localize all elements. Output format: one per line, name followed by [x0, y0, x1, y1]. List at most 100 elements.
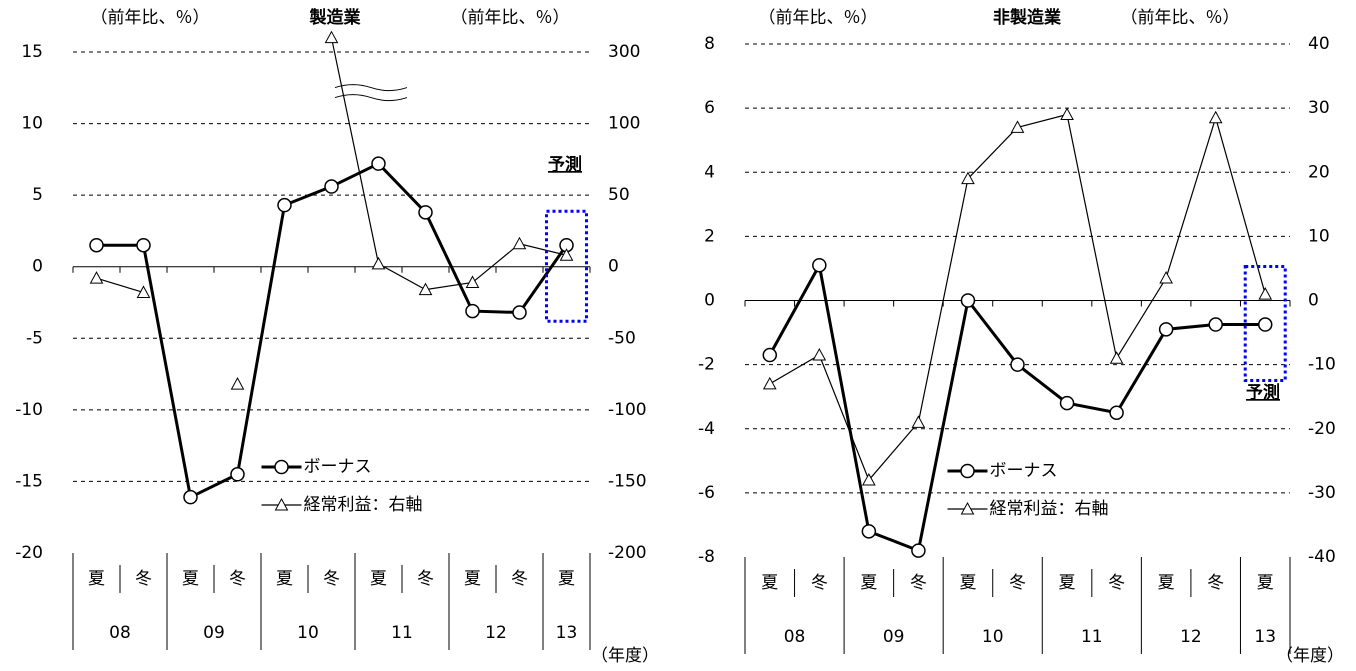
point: [911, 415, 926, 428]
y-tick-label: -8: [698, 547, 715, 567]
point: [812, 257, 827, 273]
point: [1159, 271, 1173, 284]
x-tick-label: 冬: [323, 569, 340, 589]
point: [762, 347, 778, 363]
point: [762, 376, 777, 390]
year-label: 13: [1254, 627, 1276, 647]
year-label: 11: [391, 623, 413, 643]
y-tick-label: -2: [698, 355, 715, 375]
legend-label: 経常利益：右軸: [304, 495, 423, 515]
point: [324, 30, 339, 44]
point: [1059, 395, 1075, 411]
y2-axis-label: （前年比、％）: [451, 8, 570, 28]
x-tick-label: 夏: [860, 573, 877, 593]
x-tick-label: 夏: [88, 569, 105, 589]
y-tick-label: 2: [704, 226, 715, 246]
point: [861, 524, 877, 539]
chart: 非製造業 （前年比、％） （前年比、％） （年度） -8 -6 -4 -2 0 2 4 6 8 -40 -3…: [698, 7, 1344, 666]
y2-tick-label: 0: [1308, 291, 1319, 311]
point: [89, 271, 104, 284]
point: [324, 179, 339, 194]
x-tick-label: 冬: [135, 569, 152, 589]
y-tick-label: 0: [704, 291, 715, 311]
series-line: [769, 113, 1266, 482]
y-tick-label: -15: [15, 471, 43, 491]
y-axis-label: （前年比、％）: [759, 8, 878, 28]
point: [277, 197, 292, 213]
y2-tick-label: -30: [1308, 483, 1336, 503]
y-tick-label: 15: [21, 42, 43, 62]
x-tick-label: 夏: [182, 569, 199, 589]
point: [559, 248, 574, 261]
y-tick-label: 4: [704, 162, 715, 182]
chart-title: 製造業: [309, 7, 361, 28]
y-tick-label: 0: [32, 257, 43, 277]
point: [1158, 322, 1174, 337]
point: [1258, 287, 1273, 300]
y2-tick-label: 10: [1308, 226, 1330, 246]
x-tick-label: 冬: [229, 569, 246, 589]
year-label: 12: [485, 623, 507, 643]
y2-tick-label: 30: [1308, 98, 1330, 118]
y-tick-label: 6: [704, 98, 715, 118]
y2-tick-label: -150: [608, 471, 647, 491]
y2-tick-label: -100: [608, 400, 647, 420]
year-label: 08: [109, 623, 131, 643]
y2-tick-label: -10: [1308, 355, 1336, 375]
point: [465, 303, 480, 319]
x-axis-label: （年度）: [1276, 646, 1344, 666]
y-tick-label: -20: [15, 543, 43, 563]
point: [89, 237, 104, 253]
axis-break: [334, 94, 408, 102]
x-tick-label: 冬: [417, 569, 434, 589]
chart: 製造業（前年比、％） （前年比、％）（年度）-20-15-10-5051015-2…: [15, 7, 659, 666]
x-tick-label: 夏: [370, 569, 387, 589]
chart-title: 非製造業: [993, 7, 1061, 28]
x-axis-label: （年度）: [591, 646, 659, 666]
y-tick-label: 5: [32, 185, 43, 205]
point: [418, 282, 433, 296]
point: [911, 543, 926, 558]
year-label: 08: [784, 627, 806, 647]
point: [1257, 317, 1273, 332]
series-line: [96, 161, 568, 500]
point: [136, 237, 151, 253]
year-label: 12: [1180, 627, 1202, 647]
x-tick-label: 夏: [1059, 573, 1076, 593]
x-tick-label: 冬: [1207, 573, 1224, 593]
point: [1109, 405, 1124, 420]
y2-tick-label: -40: [1308, 547, 1336, 567]
point: [274, 497, 289, 511]
point: [960, 293, 976, 308]
x-tick-label: 夏: [959, 573, 976, 593]
year-label: 09: [883, 627, 905, 647]
axis-break: [334, 84, 408, 92]
point: [1010, 120, 1025, 133]
forecast-box: [1243, 265, 1287, 383]
x-tick-label: 冬: [910, 573, 927, 593]
y-tick-label: 10: [21, 114, 43, 134]
point: [418, 205, 433, 220]
y2-tick-label: 40: [1308, 34, 1330, 54]
year-label: 10: [982, 627, 1004, 647]
year-label: 13: [556, 623, 578, 643]
y-tick-label: -4: [698, 419, 715, 439]
y-tick-label: -6: [698, 483, 715, 503]
y-tick-label: -10: [15, 400, 43, 420]
point: [371, 256, 386, 270]
y2-axis-label: （前年比、％）: [1121, 8, 1240, 28]
x-tick-label: 冬: [511, 569, 528, 589]
y2-tick-label: 0: [608, 257, 619, 277]
x-tick-label: 夏: [1158, 573, 1175, 593]
x-tick-label: 夏: [464, 569, 481, 589]
y-tick-label: 8: [704, 34, 715, 54]
point: [1010, 357, 1025, 372]
point: [136, 285, 151, 298]
x-tick-label: 冬: [811, 573, 828, 593]
y2-tick-label: -200: [608, 543, 647, 563]
y2-tick-label: 300: [608, 42, 640, 62]
point: [465, 275, 480, 288]
point: [960, 501, 975, 515]
point: [1208, 110, 1223, 124]
